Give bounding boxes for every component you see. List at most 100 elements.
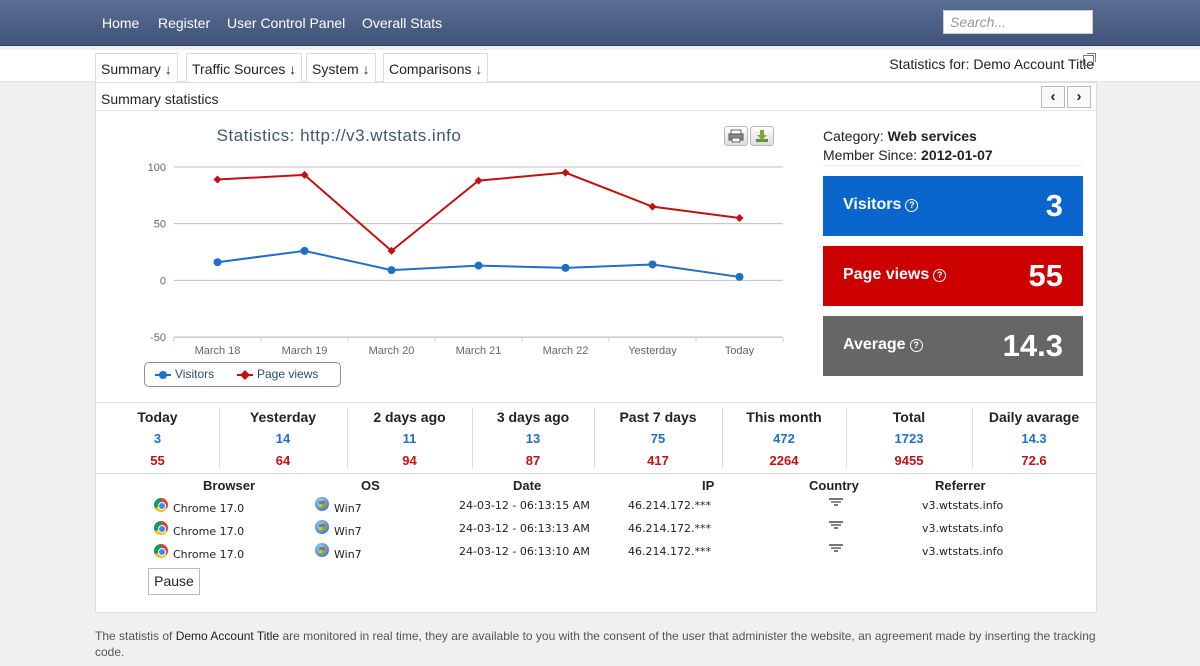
x-tick-label: Yesterday [628, 345, 677, 356]
legend-page-views[interactable]: Page views [257, 367, 319, 381]
kpi-average: Average? 14.3 [823, 316, 1083, 376]
summary-visitors: 14 [275, 431, 291, 446]
panel-title: Summary statistics [101, 91, 219, 107]
member-since-label: Member Since: [823, 147, 918, 163]
data-point[interactable] [300, 246, 309, 255]
data-point[interactable] [648, 260, 657, 269]
log-referrer: v3.wtstats.info [922, 499, 1004, 512]
footer-account-name: Demo Account Title [175, 629, 280, 643]
summary-label: 3 days ago [496, 409, 570, 425]
summary-col-3-days-ago: 3 days ago 13 87 [472, 403, 594, 475]
category-line: Category: Web services [823, 128, 977, 144]
line-chart: -50 0 50 100 March 18 March 19 March 20 March 2… [148, 162, 784, 356]
log-header-country: Country [809, 478, 859, 493]
flag-icon [829, 498, 843, 506]
tab-bar: Summary ↓ Traffic Sources ↓ System ↓ Com… [0, 50, 1200, 82]
tab-system[interactable]: System ↓ [306, 53, 376, 82]
data-point[interactable] [300, 170, 309, 179]
statistics-for-account: Demo Account Title [973, 56, 1094, 72]
log-browser: Chrome 17.0 [173, 548, 245, 561]
kpi-average-value: 14.3 [1002, 328, 1063, 363]
external-link-icon[interactable] [1083, 53, 1096, 66]
log-header-os: OS [361, 478, 380, 493]
summary-visitors: 472 [773, 431, 795, 446]
summary-visitors: 75 [650, 431, 666, 446]
summary-pageviews: 72.6 [1021, 453, 1047, 468]
kpi-visitors-label: Visitors? [843, 196, 919, 214]
y-tick-label: -50 [150, 332, 166, 344]
summary-visitors: 14.3 [1021, 431, 1047, 446]
category-value: Web services [887, 128, 977, 144]
legend-visitors[interactable]: Visitors [175, 367, 215, 381]
summary-pageviews: 55 [150, 453, 165, 468]
download-chart-button[interactable] [750, 126, 774, 146]
summary-divider [722, 408, 723, 468]
data-point[interactable] [561, 263, 570, 272]
data-point[interactable] [387, 246, 396, 255]
legend-marker-page-views [240, 370, 250, 380]
kpi-page-views: Page views? 55 [823, 246, 1083, 306]
help-icon[interactable]: ? [933, 269, 947, 282]
tab-comparisons[interactable]: Comparisons ↓ [383, 53, 489, 82]
summary-col-today: Today 3 55 [96, 403, 219, 475]
log-browser: Chrome 17.0 [173, 502, 245, 515]
log-os: Win7 [334, 525, 362, 538]
tab-traffic-sources[interactable]: Traffic Sources ↓ [186, 53, 303, 82]
category-label: Category: [823, 128, 884, 144]
data-point[interactable] [735, 214, 744, 222]
data-point[interactable] [213, 175, 222, 184]
windows-icon [315, 497, 329, 511]
y-tick-label: 50 [154, 219, 166, 231]
print-chart-button[interactable] [724, 126, 748, 146]
nav-overall-stats[interactable]: Overall Stats [362, 15, 443, 31]
data-point[interactable] [213, 258, 222, 267]
summary-visitors: 13 [525, 431, 541, 446]
summary-divider [846, 408, 847, 468]
nav-home[interactable]: Home [102, 15, 140, 31]
summary-pageviews: 417 [647, 453, 669, 468]
data-point[interactable] [561, 168, 570, 177]
summary-panel: Summary statistics ‹ › Statistics: http:… [95, 82, 1097, 613]
search-input[interactable]: Search... [943, 10, 1093, 34]
statistics-for-label: Statistics for: Demo Account Title [889, 56, 1094, 72]
log-referrer: v3.wtstats.info [922, 522, 1004, 535]
x-tick-label: March 21 [456, 345, 502, 356]
summary-table: Today 3 55 Yesterday 14 64 2 days ago 11… [96, 402, 1096, 474]
kpi-page-views-value: 55 [1028, 258, 1063, 293]
log-date: 24-03-12 - 06:13:13 AM [459, 522, 590, 535]
help-icon[interactable]: ? [905, 199, 919, 212]
log-ip: 46.214.172.*** [628, 545, 711, 558]
summary-col-this-month: This month 472 2264 [722, 403, 846, 475]
next-button[interactable]: › [1067, 86, 1091, 108]
data-point[interactable] [735, 272, 744, 281]
log-os: Win7 [334, 502, 362, 515]
x-tick-label: March 18 [195, 345, 241, 356]
tab-summary[interactable]: Summary ↓ [95, 53, 178, 82]
member-since-value: 2012-01-07 [921, 147, 993, 163]
kpi-average-label: Average? [843, 336, 923, 354]
nav-user-control-panel[interactable]: User Control Panel [227, 15, 346, 31]
summary-pageviews: 87 [525, 453, 541, 468]
data-point[interactable] [474, 176, 483, 185]
help-icon[interactable]: ? [909, 339, 923, 352]
x-tick-label: March 20 [369, 345, 415, 356]
footer-text-after: are monitored in real time, they are ava… [95, 629, 1096, 659]
summary-visitors: 11 [402, 431, 417, 446]
y-tick-label: 100 [148, 162, 166, 174]
prev-button[interactable]: ‹ [1041, 86, 1065, 108]
data-point[interactable] [474, 261, 483, 270]
log-browser: Chrome 17.0 [173, 525, 245, 538]
pause-button[interactable]: Pause [148, 568, 200, 595]
summary-visitors: 3 [153, 431, 162, 446]
log-date: 24-03-12 - 06:13:15 AM [459, 499, 590, 512]
nav-register[interactable]: Register [158, 15, 211, 31]
chart-legend: Visitors Page views [144, 362, 341, 387]
log-header-referrer: Referrer [935, 478, 986, 493]
summary-col-total: Total 1723 9455 [846, 403, 972, 475]
summary-divider [472, 408, 473, 468]
data-point[interactable] [387, 266, 396, 275]
summary-pageviews: 64 [275, 453, 291, 468]
summary-divider [972, 408, 973, 468]
data-point[interactable] [648, 202, 657, 211]
summary-pageviews: 9455 [894, 453, 924, 468]
